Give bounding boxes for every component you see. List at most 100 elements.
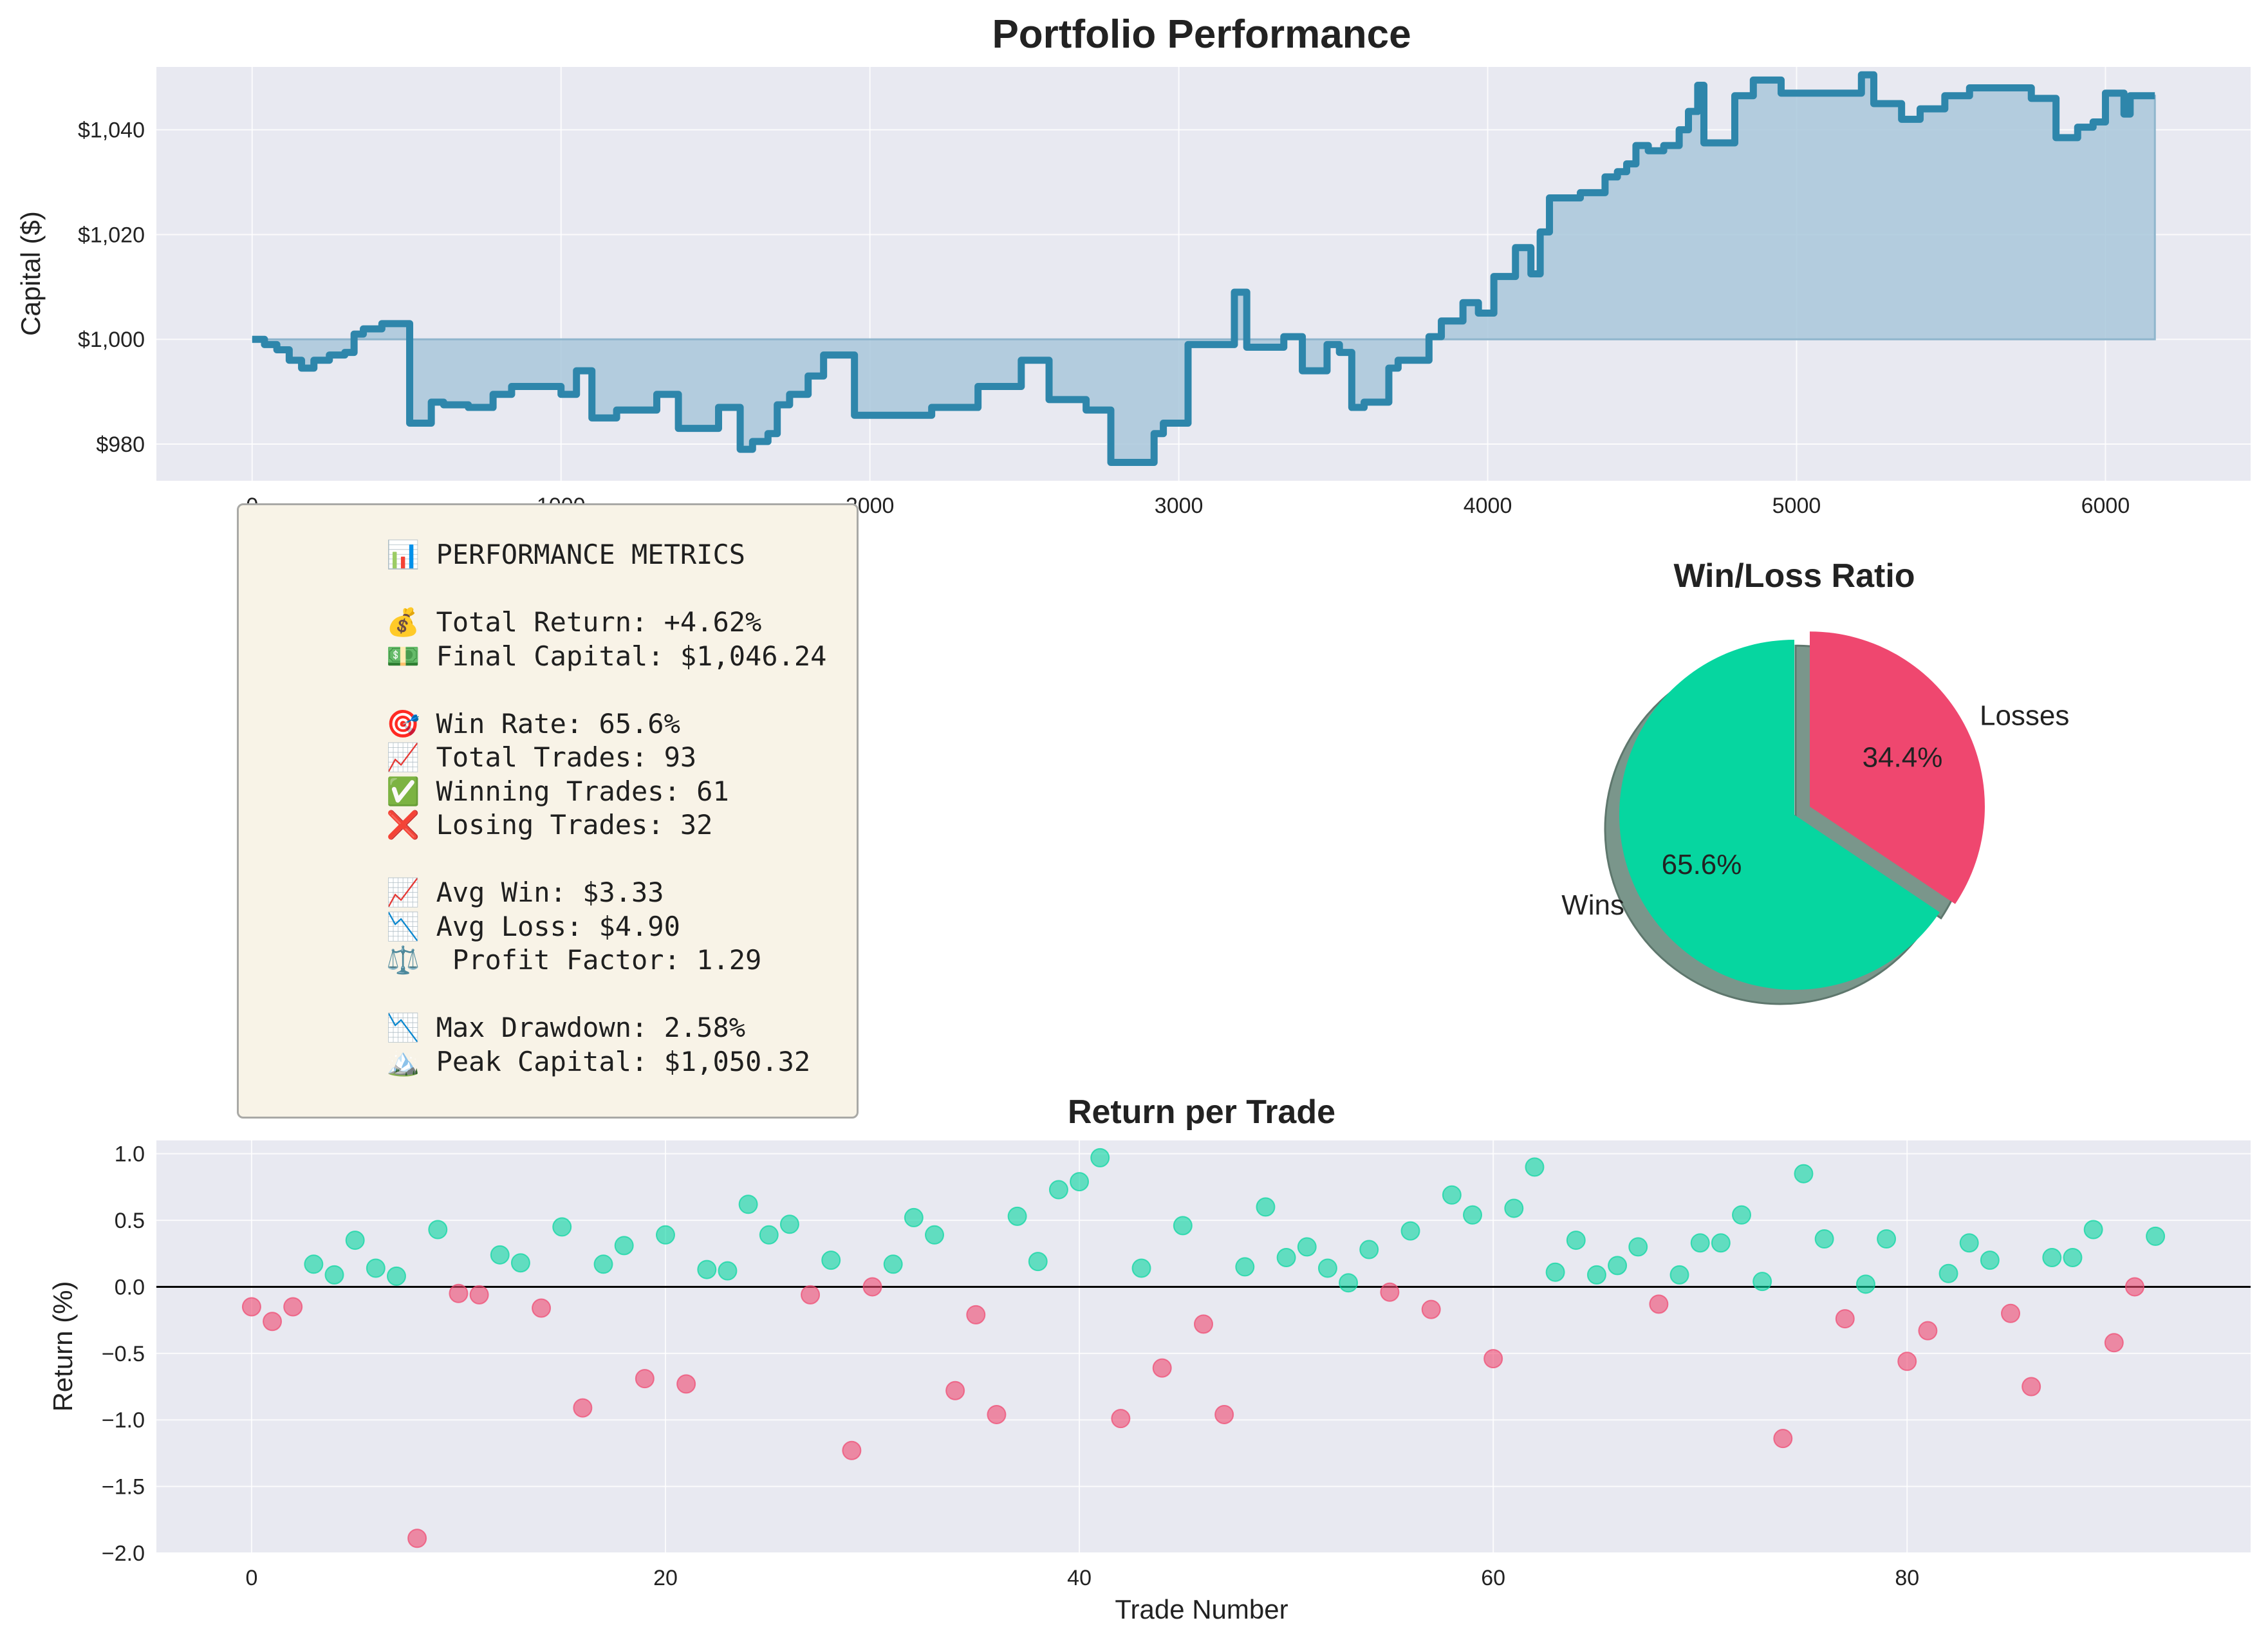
- scatter-ytick-label: 1.0: [115, 1142, 145, 1167]
- trade-point: [759, 1225, 779, 1245]
- trade-point: [345, 1231, 365, 1250]
- trade-point: [904, 1207, 924, 1227]
- trade-point: [966, 1305, 986, 1324]
- scatter-ytick-label: 0.0: [115, 1275, 145, 1299]
- pie-title: Win/Loss Ratio: [1673, 557, 1915, 595]
- metric-line: 📉 Max Drawdown: 2.58%: [386, 1012, 746, 1043]
- trade-point: [842, 1440, 862, 1460]
- equity-axes: 0100020003000400050006000$980$1,000$1,02…: [78, 67, 2251, 518]
- trade-point: [2042, 1247, 2062, 1267]
- trade-point: [2063, 1247, 2083, 1267]
- trade-point: [490, 1245, 510, 1265]
- losses-pct-label: 34.4%: [1863, 741, 1943, 773]
- trade-point: [283, 1297, 303, 1317]
- trade-point: [1959, 1233, 1979, 1253]
- trade-point: [2083, 1220, 2103, 1240]
- trade-point: [862, 1277, 882, 1297]
- trade-point: [1463, 1205, 1483, 1225]
- trade-point: [2022, 1377, 2041, 1397]
- trade-point: [1235, 1257, 1255, 1277]
- trade-point: [366, 1258, 386, 1278]
- trade-point: [1400, 1221, 1420, 1241]
- metrics-panel: [237, 503, 859, 1119]
- trade-point: [883, 1254, 903, 1274]
- trade-point: [552, 1217, 572, 1237]
- trade-point: [635, 1369, 655, 1389]
- trade-point: [1545, 1262, 1565, 1282]
- trade-point: [386, 1266, 406, 1286]
- trade-point: [697, 1259, 717, 1279]
- trade-point: [1918, 1321, 1938, 1341]
- wins-label: Wins: [1561, 889, 1624, 921]
- trade-point: [1070, 1172, 1090, 1192]
- trade-point: [2146, 1226, 2166, 1246]
- trade-point: [1297, 1237, 1317, 1257]
- trade-point: [924, 1225, 944, 1245]
- trade-point: [614, 1236, 634, 1256]
- performance-metrics-text: 📊 PERFORMANCE METRICS 💰 Total Return: +4.…: [386, 538, 826, 1079]
- equity-xtick-label: 5000: [1772, 494, 1821, 518]
- trade-point: [304, 1254, 324, 1274]
- scatter-ytick-label: −1.5: [102, 1475, 145, 1500]
- scatter-axes: 0 20 40 60 80 −2.0 −1.5 −1.0 −0.5 0.0 0.5 1.0: [102, 1140, 2251, 1590]
- trade-point: [2124, 1277, 2144, 1297]
- trade-point: [1732, 1205, 1752, 1225]
- trade-point: [1897, 1352, 1917, 1371]
- wins-pct-label: 65.6%: [1662, 849, 1742, 880]
- trade-point: [449, 1283, 469, 1303]
- trade-point: [2001, 1303, 2021, 1323]
- scatter-xtick-label: 20: [653, 1566, 678, 1590]
- trade-point: [1339, 1273, 1359, 1293]
- scatter-xlabel: Trade Number: [1115, 1594, 1288, 1624]
- trade-point: [428, 1220, 448, 1240]
- win-loss-pie: Wins 65.6% Losses 34.4%: [1561, 631, 2069, 1005]
- trade-point: [718, 1261, 738, 1281]
- equity-ytick-label: $1,040: [78, 118, 145, 143]
- trade-point: [1317, 1258, 1337, 1278]
- trade-point: [1442, 1185, 1462, 1205]
- scatter-ylabel: Return (%): [48, 1281, 78, 1411]
- scatter-plot-area: [156, 1140, 2251, 1553]
- equity-xtick-label: 6000: [2081, 494, 2130, 518]
- trade-point: [263, 1312, 283, 1332]
- trade-point: [1566, 1231, 1586, 1250]
- trade-point: [1173, 1216, 1193, 1236]
- losses-label: Losses: [1980, 700, 2069, 731]
- metric-line: 🎯 Win Rate: 65.6%: [386, 707, 680, 739]
- scatter-title: Return per Trade: [1068, 1093, 1335, 1131]
- equity-title: Portfolio Performance: [992, 12, 1411, 57]
- metric-line: 📉 Avg Loss: $4.90: [386, 910, 680, 942]
- losses-slice: [1809, 631, 1985, 904]
- scatter-xtick-label: 60: [1481, 1566, 1505, 1590]
- trade-point: [655, 1225, 675, 1245]
- trade-point: [676, 1374, 696, 1394]
- metric-line: ⚖️ Profit Factor: 1.29: [386, 944, 762, 976]
- trade-point: [1669, 1265, 1689, 1285]
- trade-point: [1090, 1148, 1110, 1167]
- trade-point: [1421, 1299, 1441, 1319]
- metric-line: ✅ Winning Trades: 61: [386, 775, 729, 807]
- metric-line: 📈 Total Trades: 93: [386, 741, 697, 773]
- trade-point: [987, 1404, 1007, 1424]
- trade-point: [1711, 1233, 1731, 1253]
- scatter-tick-labels: 0 20 40 60 80 −2.0 −1.5 −1.0 −0.5 0.0 0.5 1.0: [102, 1142, 1919, 1590]
- trade-point: [1835, 1309, 1855, 1329]
- metric-line: 📊 PERFORMANCE METRICS: [386, 539, 746, 570]
- trade-point: [1586, 1265, 1606, 1285]
- wins-slice: [1619, 640, 1940, 990]
- trade-point: [1028, 1252, 1048, 1272]
- metric-line: 💰 Total Return: +4.62%: [386, 606, 762, 638]
- trade-point: [1504, 1198, 1524, 1218]
- trade-point: [1131, 1258, 1151, 1278]
- scatter-xtick-label: 80: [1895, 1566, 1919, 1590]
- equity-curve: [252, 71, 2155, 467]
- trade-point: [1855, 1274, 1875, 1294]
- trade-point: [1649, 1294, 1669, 1314]
- trade-point: [1194, 1314, 1213, 1334]
- scatter-ytick-label: −1.0: [102, 1408, 145, 1433]
- trade-point: [1359, 1240, 1379, 1259]
- trade-point: [469, 1285, 489, 1305]
- trade-point: [1628, 1237, 1648, 1257]
- trade-point: [1938, 1263, 1958, 1283]
